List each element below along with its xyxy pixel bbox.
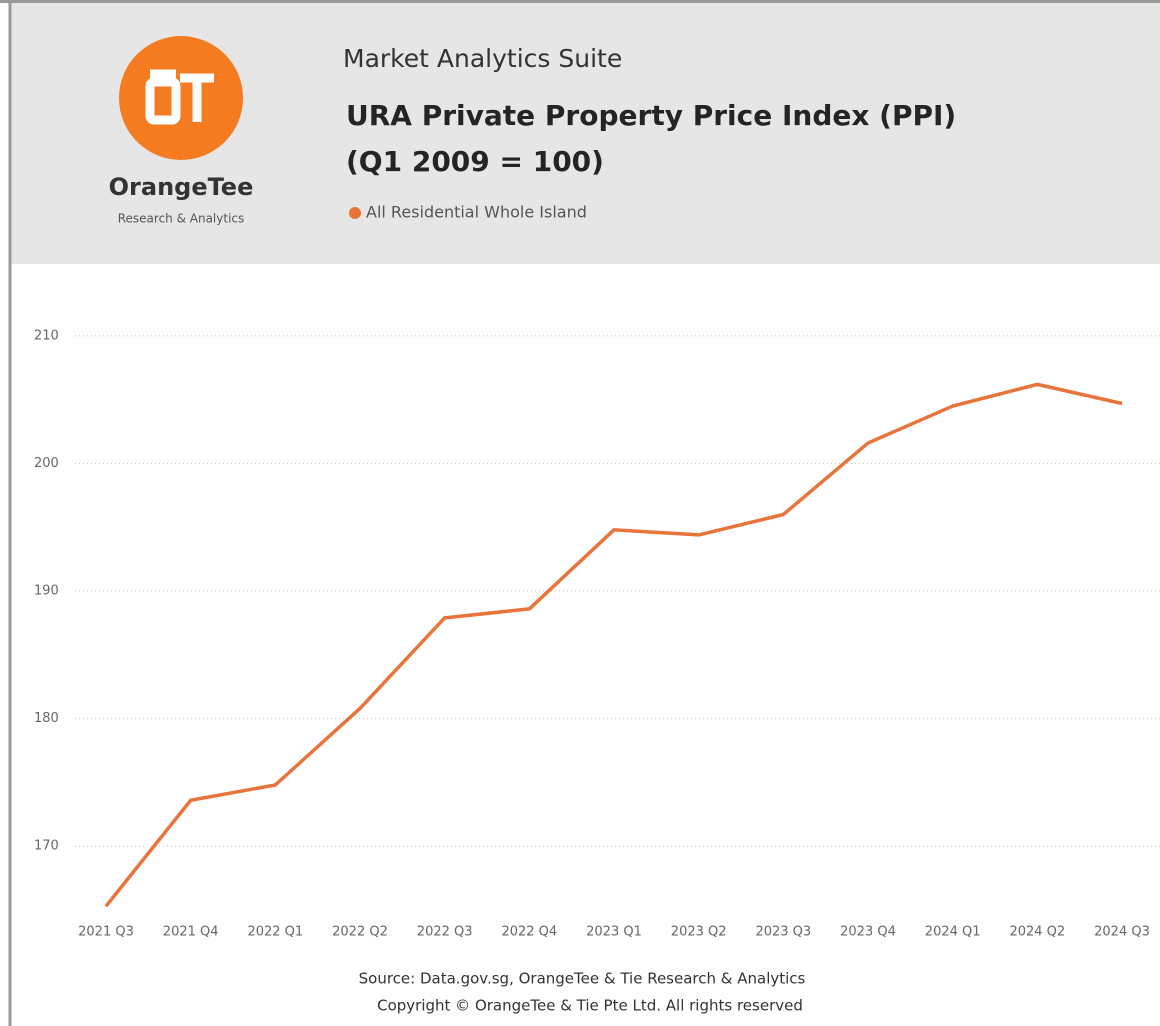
logo-glyph [145,69,214,125]
x-tick-label: 2021 Q4 [163,925,219,940]
y-tick-label: 190 [34,584,59,599]
chart-subtitle: (Q1 2009 = 100) [346,145,604,178]
y-tick-label: 180 [34,711,59,726]
logo-name: OrangeTee [109,173,254,201]
x-tick-label: 2022 Q2 [332,925,388,940]
logo-tagline: Research & Analytics [118,212,245,226]
legend-marker [349,207,361,219]
y-tick-label: 210 [34,328,59,343]
x-tick-label: 2023 Q4 [840,925,896,940]
x-tick-label: 2021 Q3 [78,925,134,940]
series-line [104,382,1123,908]
x-tick-label: 2024 Q3 [1094,925,1150,940]
x-tick-label: 2022 Q1 [247,925,303,940]
y-tick-label: 200 [34,456,59,471]
legend-label: All Residential Whole Island [366,203,587,222]
x-tick-label: 2023 Q1 [586,925,642,940]
chart-title: URA Private Property Price Index (PPI) [346,99,956,132]
suite-name: Market Analytics Suite [343,44,622,73]
x-tick-label: 2023 Q3 [755,925,811,940]
source-note: Source: Data.gov.sg, OrangeTee & Tie Res… [359,970,806,988]
y-tick-label: 170 [34,839,59,854]
x-tick-label: 2024 Q1 [925,925,981,940]
x-tick-label: 2022 Q3 [417,925,473,940]
x-tick-label: 2023 Q2 [671,925,727,940]
copyright-note: Copyright © OrangeTee & Tie Pte Ltd. All… [377,997,803,1015]
logo-circle [119,36,243,160]
x-tick-label: 2022 Q4 [501,925,557,940]
x-tick-label: 2024 Q2 [1009,925,1065,940]
